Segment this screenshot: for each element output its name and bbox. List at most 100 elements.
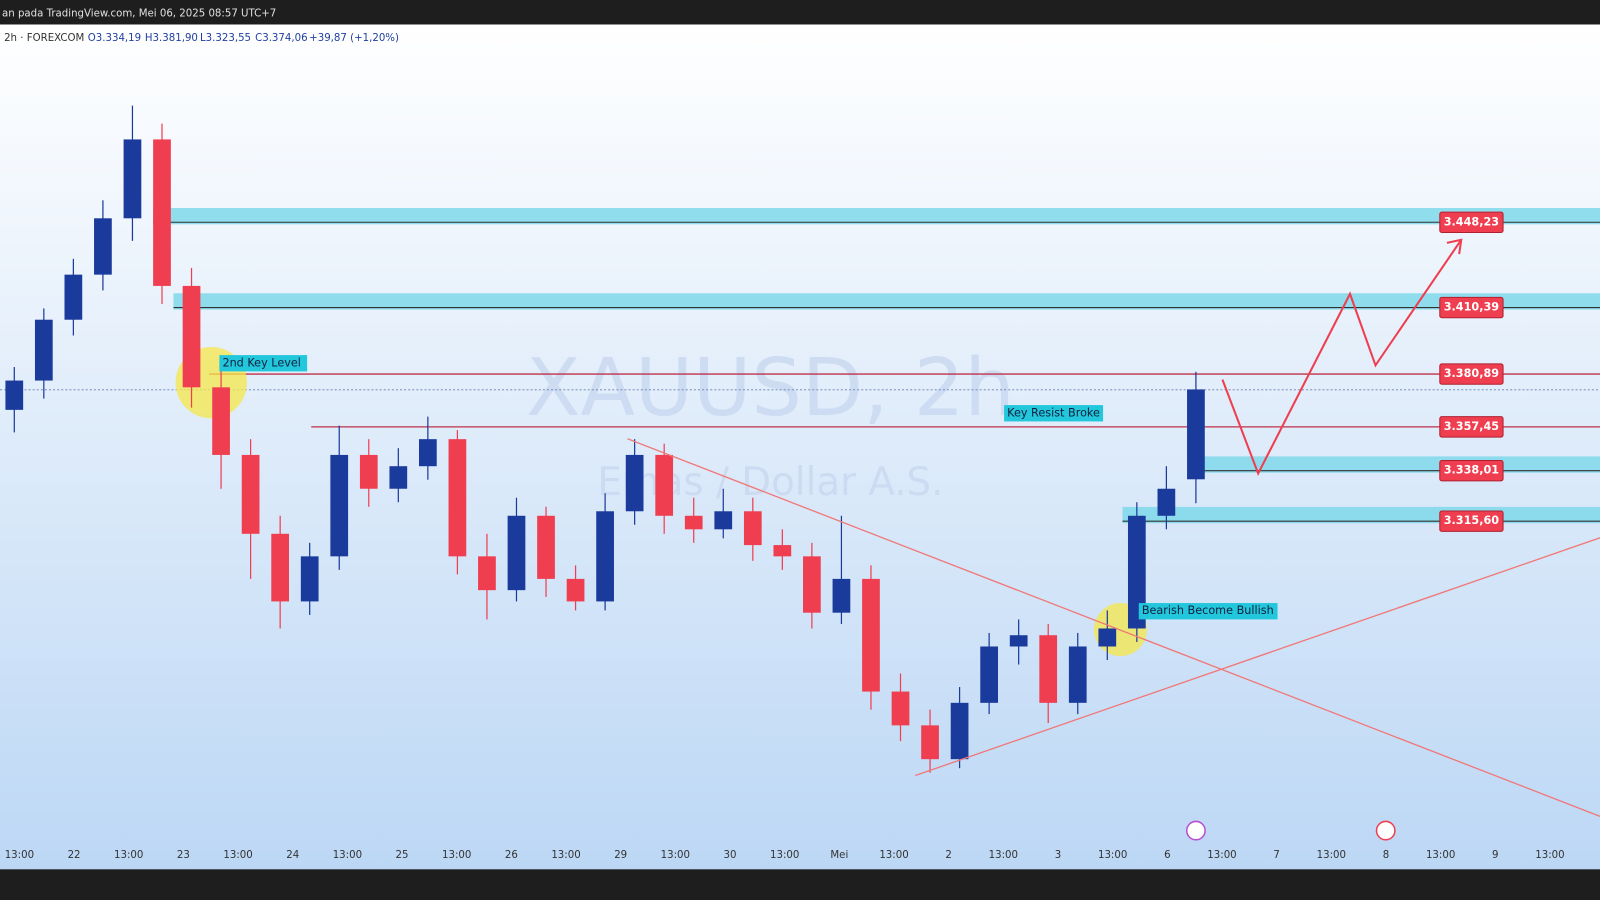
ohlc-high: H3.381,90 <box>145 33 198 44</box>
annotation-box <box>1004 405 1104 422</box>
ohlc-open: O3.334,19 <box>88 33 141 44</box>
x-tick-label: 24 <box>286 850 299 861</box>
x-tick-label: 13:00 <box>333 850 362 861</box>
candle-body <box>714 511 733 530</box>
x-tick-label: 13:00 <box>1426 850 1455 861</box>
candle-body <box>1127 515 1146 629</box>
x-tick-label: 13:00 <box>223 850 252 861</box>
x-tick-label: 25 <box>396 850 409 861</box>
candle-body <box>803 556 821 613</box>
candle-body <box>1039 635 1058 703</box>
x-tick-label: 2 <box>945 850 951 861</box>
candle-body <box>625 454 644 512</box>
candle-body <box>684 515 703 530</box>
levels: 3.448,23 3.410,39 3.380,89 3.357,45 3.338,01… <box>153 208 1600 532</box>
candle-body <box>5 380 24 410</box>
candle-body <box>64 274 83 320</box>
x-tick-label: 13:00 <box>1317 850 1346 861</box>
price-label-box <box>1439 363 1504 385</box>
annotation-box <box>1138 603 1278 620</box>
candle-body <box>212 387 230 455</box>
price-label-box <box>1439 459 1504 482</box>
x-tick-label: Mei <box>830 850 848 861</box>
x-tick-label: 22 <box>68 850 81 861</box>
x-tick-label: 13:00 <box>442 850 471 861</box>
event-icon[interactable] <box>1375 820 1396 841</box>
candle-body <box>980 646 998 703</box>
x-tick-label: 30 <box>724 850 737 861</box>
candle-body <box>1157 488 1176 516</box>
x-tick-label: 23 <box>177 850 190 861</box>
ohlc-change: +39,87 (+1,20%) <box>309 33 399 44</box>
x-tick-label: 8 <box>1383 850 1389 861</box>
candle-body <box>655 454 674 516</box>
price-label: 3.338,01 <box>1444 464 1500 477</box>
price-label-box <box>1439 416 1504 438</box>
event-icon[interactable] <box>1185 820 1206 841</box>
symbol: 2h · FOREXCOM <box>4 33 84 44</box>
annotation-box <box>219 355 308 372</box>
candle-body <box>448 439 467 557</box>
annotation: 2nd Key Level <box>222 356 300 369</box>
candle-body <box>566 578 585 602</box>
candle-body <box>832 578 851 613</box>
top-bar <box>0 0 1600 25</box>
watermark-title: XAUUSD, 2h <box>526 341 1015 434</box>
x-tick-label: 13:00 <box>1098 850 1127 861</box>
candle-body <box>891 691 910 726</box>
price-label: 3.315,60 <box>1444 514 1500 527</box>
x-tick-label: 13:00 <box>1207 850 1236 861</box>
price-label-box <box>1439 296 1504 319</box>
annotation: Bearish Become Bullish <box>1142 604 1274 617</box>
annotations: 2nd Key Level Key Resist Broke Bearish B… <box>219 355 1278 620</box>
candle-body <box>300 556 319 602</box>
price-label: 3.410,39 <box>1444 301 1500 314</box>
x-tick-label: 9 <box>1492 850 1498 861</box>
candle-body <box>773 545 792 557</box>
annotation: Key Resist Broke <box>1007 406 1100 419</box>
candle-body <box>389 466 408 489</box>
candle-body <box>1098 628 1117 647</box>
candle-body <box>359 454 378 489</box>
candle-body <box>34 319 53 381</box>
candle-body <box>123 139 142 219</box>
candle-body <box>330 454 349 557</box>
bottom-bar <box>0 869 1600 900</box>
projection-path <box>1221 239 1463 476</box>
ohlc-close: C3.374,06 <box>255 33 307 44</box>
price-label-box <box>1439 211 1504 234</box>
x-tick-label: 13:00 <box>5 850 34 861</box>
x-tick-label: 13:00 <box>770 850 799 861</box>
price-label: 3.448,23 <box>1444 215 1499 228</box>
publisher: an pada TradingView.com, Mei 06, 2025 08… <box>2 8 276 19</box>
trendline <box>627 438 1600 817</box>
candle-body <box>182 285 201 388</box>
x-tick-label: 13:00 <box>879 850 908 861</box>
x-tick-label: 13:00 <box>989 850 1018 861</box>
watermark-subtitle: Emas / Dollar A.S. <box>597 460 943 505</box>
chart-area <box>0 24 1600 870</box>
x-tick-label: 13:00 <box>551 850 580 861</box>
candle-body <box>1187 389 1205 480</box>
x-tick-label: 3 <box>1055 850 1061 861</box>
x-tick-label: 13:00 <box>661 850 690 861</box>
price-label-box <box>1439 510 1504 532</box>
zone <box>153 208 1600 225</box>
x-tick-label: 7 <box>1273 850 1279 861</box>
candle-body <box>478 556 496 591</box>
x-tick-label: 26 <box>505 850 518 861</box>
candle-body <box>537 515 555 579</box>
x-tick-label: 13:00 <box>114 850 143 861</box>
candle-body <box>1068 646 1087 703</box>
time-axis: 13:00 22 13:00 23 13:00 24 13:00 25 13:00 26 13:00… <box>5 850 1565 861</box>
candle-body <box>950 702 969 760</box>
x-tick-label: 29 <box>614 850 627 861</box>
candle-body <box>94 218 112 275</box>
candle-body <box>153 139 171 286</box>
candle-body <box>418 439 437 467</box>
candle-body <box>596 511 614 602</box>
legend: 2h · FOREXCOM O3.334,19 H3.381,90 L3.323… <box>4 33 399 44</box>
candle-body <box>1009 635 1028 647</box>
candle-body <box>862 578 880 692</box>
